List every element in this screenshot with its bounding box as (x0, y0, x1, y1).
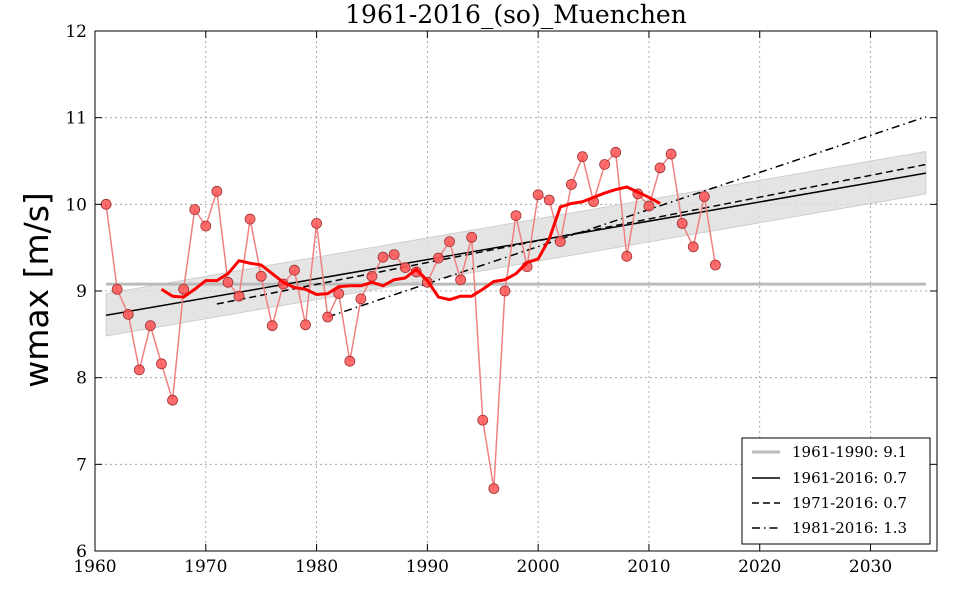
data-point-1995 (477, 414, 489, 426)
legend-label-trend-1971: 1971-2016: 0.7 (792, 494, 907, 512)
data-point-2013 (676, 217, 688, 229)
data-point-1985 (366, 270, 378, 282)
data-point-1988 (399, 262, 411, 274)
x-tick-label-1990: 1990 (406, 557, 449, 577)
trend-line-solid (105, 172, 927, 317)
data-point-2001 (543, 194, 555, 206)
axis-ticks: 1960 1970 1980 1990 2000 2010 2020 2030 6 7 8 9 10 11… (65, 22, 937, 577)
y-tick-label-11: 11 (65, 109, 87, 129)
y-tick-label-7: 7 (76, 455, 87, 475)
data-point-1997 (499, 285, 511, 297)
legend: 1961-1990: 9.1 1961-2016: 0.7 1971-2016:… (741, 437, 931, 545)
y-tick-label-9: 9 (76, 282, 87, 302)
data-point-1993 (455, 274, 467, 286)
data-point-2002 (554, 236, 566, 248)
data-point-1976 (266, 320, 278, 332)
data-point-1970 (200, 220, 212, 232)
y-tick-label-12: 12 (65, 22, 87, 42)
data-point-1972 (222, 276, 234, 288)
data-point-2010 (643, 200, 655, 212)
data-point-2004 (577, 151, 588, 163)
data-point-1969 (189, 204, 201, 215)
data-point-1996 (488, 483, 500, 495)
data-point-1964 (133, 364, 145, 376)
x-tick-label-2020: 2020 (738, 557, 781, 577)
data-point-1963 (122, 308, 134, 320)
data-point-1965 (144, 320, 156, 332)
legend-label-trend-1981: 1981-2016: 1.3 (792, 519, 907, 537)
data-point-2006 (599, 159, 611, 170)
data-point-1983 (344, 355, 356, 367)
x-tick-label-1960: 1960 (73, 557, 116, 577)
data-point-1974 (244, 213, 256, 225)
data-point-1981 (322, 311, 334, 323)
data-point-1961 (100, 198, 112, 210)
data-point-1992 (444, 236, 455, 248)
data-point-1994 (466, 231, 478, 243)
legend-frame (741, 437, 931, 545)
data-point-1973 (233, 290, 245, 302)
y-tick-label-8: 8 (76, 369, 87, 389)
data-point-2003 (565, 178, 577, 190)
data-point-1962 (111, 283, 123, 295)
data-point-1980 (311, 217, 322, 229)
y-axis-label: wmax [m/s] (17, 192, 56, 388)
chart-title: 1961-2016_(so)_Muenchen (345, 0, 687, 29)
data-point-1991 (433, 252, 444, 264)
data-point-1968 (178, 283, 190, 295)
data-point-1984 (355, 293, 367, 305)
data-point-1971 (211, 185, 223, 197)
x-tick-label-2030: 2030 (849, 557, 892, 577)
data-point-1967 (167, 394, 178, 406)
moving-average-layer (160, 185, 661, 302)
x-tick-label-1970: 1970 (184, 557, 227, 577)
y-tick-label-10: 10 (65, 195, 87, 215)
data-point-2014 (687, 241, 699, 253)
data-point-1998 (510, 210, 522, 222)
data-point-2012 (665, 148, 677, 160)
data-point-1966 (156, 358, 167, 370)
data-point-2016 (710, 259, 721, 271)
y-tick-label-6: 6 (76, 542, 87, 562)
data-point-1978 (289, 264, 300, 276)
data-point-1975 (255, 270, 267, 282)
x-tick-label-2000: 2000 (517, 557, 560, 577)
data-point-1982 (333, 288, 345, 300)
data-point-1979 (300, 319, 311, 331)
moving-average-line (160, 185, 661, 302)
x-tick-label-1980: 1980 (295, 557, 338, 577)
data-point-2008 (621, 250, 633, 262)
data-point-2011 (654, 162, 666, 174)
data-point-1986 (377, 251, 389, 263)
legend-label-trend-1961: 1961-2016: 0.7 (792, 469, 907, 487)
data-point-2015 (698, 191, 710, 202)
x-tick-label-2010: 2010 (627, 557, 670, 577)
data-point-2000 (532, 189, 544, 201)
legend-label-reference: 1961-1990: 9.1 (792, 443, 907, 461)
data-point-1987 (388, 249, 400, 261)
data-point-2007 (610, 146, 622, 158)
